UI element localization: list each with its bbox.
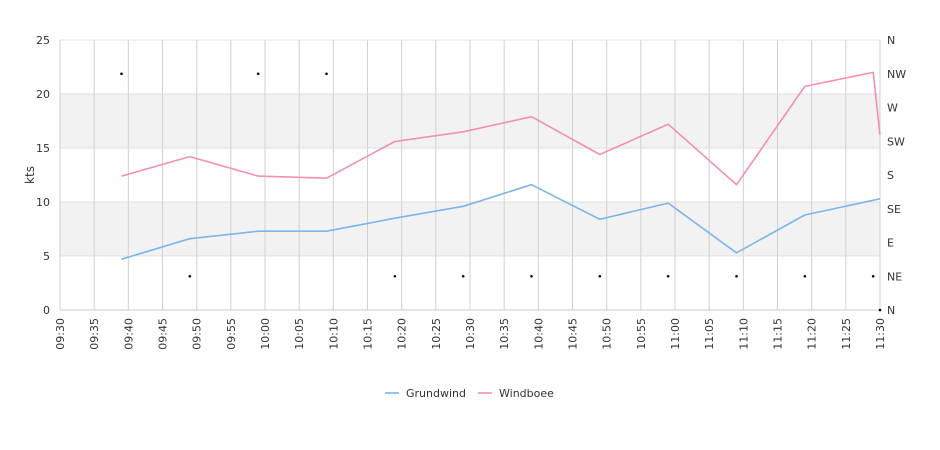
y2-tick-label: E: [887, 237, 894, 250]
series-lines: [121, 71, 881, 260]
direction-point: [188, 274, 192, 278]
x-tick-label: 11:05: [703, 318, 716, 350]
direction-point: [735, 274, 738, 278]
y-axis-ticks: 0 5 10 15 20 25: [36, 34, 880, 317]
direction-point: [871, 274, 875, 278]
x-tick-label: 10:40: [532, 318, 545, 350]
y2-tick-label: SW: [887, 135, 905, 148]
y2-tick-label: SE: [887, 203, 901, 216]
y2-tick-label: NW: [887, 68, 906, 81]
direction-point: [666, 274, 670, 278]
x-tick-label: 09:50: [191, 318, 204, 350]
x-tick-label: 10:15: [362, 318, 375, 350]
x-tick-label: 09:55: [225, 318, 238, 350]
x-axis-ticks: 09:30 09:35 09:40 09:45 09:50 09:55 10:00 10:05…: [54, 309, 887, 350]
x-tick-label: 09:40: [122, 318, 135, 350]
series-line-windboee: [121, 71, 881, 186]
x-tick-label: 11:15: [772, 318, 785, 350]
direction-point: [120, 72, 123, 76]
legend: Grundwind Windboee: [385, 387, 554, 400]
y2-tick-label: N: [887, 304, 895, 317]
direction-point: [393, 274, 397, 278]
direction-point: [803, 274, 807, 278]
direction-point: [598, 274, 602, 278]
x-tick-label: 10:05: [293, 318, 306, 350]
y2-tick-label: NE: [887, 270, 902, 283]
x-tick-label: 11:00: [669, 318, 682, 350]
x-tick-label: 11:30: [874, 318, 887, 350]
y-tick-label: 5: [43, 250, 50, 263]
y-tick-label: 15: [36, 142, 50, 155]
y-tick-label: 0: [43, 304, 50, 317]
x-tick-label: 09:35: [88, 318, 101, 350]
x-tick-label: 10:20: [396, 318, 409, 350]
direction-point: [530, 274, 533, 278]
x-tick-label: 11:25: [840, 318, 853, 350]
direction-point: [461, 274, 465, 278]
x-tick-label: 11:20: [806, 318, 819, 350]
y2-tick-label: S: [887, 169, 894, 182]
legend-item-grundwind: Grundwind: [406, 387, 466, 400]
direction-point: [325, 72, 328, 76]
direction-markers: [120, 72, 882, 312]
x-tick-label: 09:30: [54, 318, 67, 350]
x-tick-label: 09:45: [157, 318, 170, 350]
legend-item-windboee: Windboee: [499, 387, 554, 400]
x-tick-label: 10:55: [635, 318, 648, 350]
x-tick-label: 10:25: [430, 318, 443, 350]
x-tick-label: 10:00: [259, 318, 272, 350]
y-tick-label: 25: [36, 34, 50, 47]
y2-tick-label: W: [887, 102, 898, 115]
vertical-gridlines: [59, 40, 881, 310]
x-tick-label: 10:50: [601, 318, 614, 350]
x-tick-label: 11:10: [737, 318, 750, 350]
direction-point: [256, 72, 260, 76]
x-tick-label: 10:45: [567, 318, 580, 350]
y-tick-label: 20: [36, 88, 50, 101]
x-tick-label: 10:30: [464, 318, 477, 350]
y-tick-label: 10: [36, 196, 50, 209]
x-tick-label: 10:10: [327, 318, 340, 350]
y-axis-label: kts: [23, 166, 37, 184]
direction-point: [878, 308, 882, 312]
y2-axis-ticks: N NE E SE S SW W NW N: [887, 34, 906, 317]
series-line-grundwind: [121, 183, 881, 260]
x-tick-label: 10:35: [498, 318, 511, 350]
y2-tick-label: N: [887, 34, 895, 47]
